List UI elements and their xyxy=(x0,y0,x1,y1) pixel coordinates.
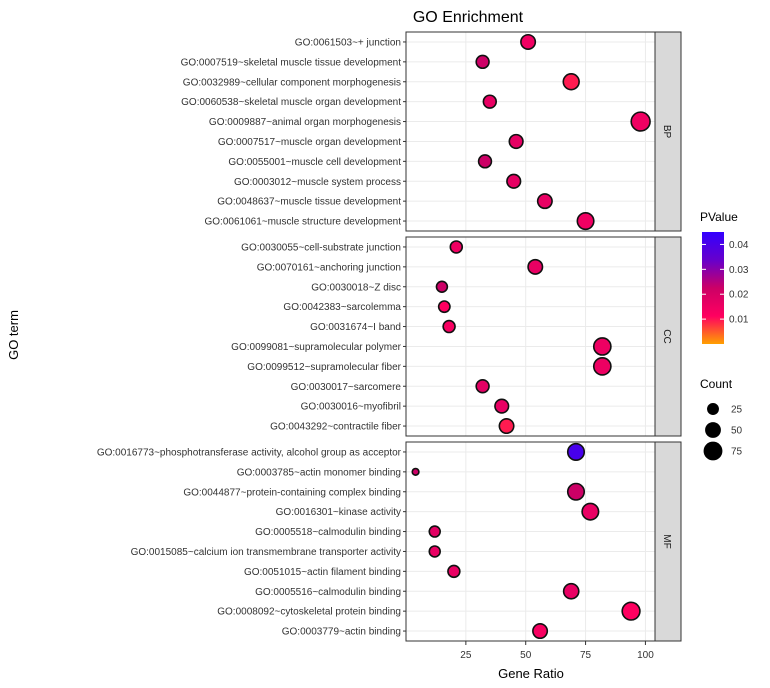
term-label: GO:0030017~sarcomere xyxy=(291,382,402,393)
term-label: GO:0005518~calmodulin binding xyxy=(255,527,401,538)
data-point xyxy=(435,280,449,293)
color-bar-label: 0.03 xyxy=(729,265,749,276)
term-label: GO:0007517~muscle organ development xyxy=(218,137,401,148)
term-label: GO:0016301~kinase activity xyxy=(276,507,401,518)
data-point xyxy=(411,467,420,476)
plot-layer: BP GO:0061061~muscle structure developmen… xyxy=(97,31,682,661)
term-label: GO:0031674~I band xyxy=(310,322,401,333)
term-label: GO:0048637~muscle tissue development xyxy=(217,197,401,208)
data-point xyxy=(532,623,549,640)
term-label: GO:0051015~actin filament binding xyxy=(244,567,401,578)
facet-bp: BP GO:0061061~muscle structure developmen… xyxy=(181,31,682,232)
size-legend-dot xyxy=(705,422,721,438)
size-legend-label: 75 xyxy=(731,447,743,458)
data-point xyxy=(449,240,464,254)
size-legend-label: 25 xyxy=(731,405,743,416)
data-point xyxy=(506,173,522,189)
color-bar-label: 0.02 xyxy=(729,290,749,301)
data-point xyxy=(482,94,498,109)
term-label: GO:0008092~cytoskeletal protein binding xyxy=(217,607,401,618)
data-point xyxy=(592,356,612,376)
term-label: GO:0099512~supramolecular fiber xyxy=(247,362,401,373)
term-label: GO:0003779~actin binding xyxy=(282,627,401,638)
term-label: GO:0042383~sarcolemma xyxy=(283,302,401,313)
term-label: GO:0044877~protein-containing complex bi… xyxy=(183,487,401,498)
data-point xyxy=(527,258,544,275)
data-point xyxy=(562,73,580,91)
data-point xyxy=(581,502,600,521)
term-label: GO:0005516~calmodulin binding xyxy=(255,587,401,598)
color-bar-label: 0.01 xyxy=(729,315,749,326)
facet-strip-label: CC xyxy=(661,329,672,343)
x-axis-title: Gene Ratio xyxy=(498,666,564,681)
data-point xyxy=(592,337,612,356)
term-label: GO:0015085~calcium ion transmembrane tra… xyxy=(131,547,401,558)
data-point xyxy=(576,212,595,231)
term-label: GO:0099081~supramolecular polymer xyxy=(231,342,401,353)
term-label: GO:0043292~contractile fiber xyxy=(270,422,402,433)
data-point xyxy=(442,319,456,334)
data-point xyxy=(562,582,580,600)
data-point xyxy=(494,398,510,414)
term-label: GO:0070161~anchoring junction xyxy=(257,262,401,273)
x-tick-label: 75 xyxy=(580,650,592,661)
data-point xyxy=(520,33,537,50)
panel-frame xyxy=(405,441,656,642)
term-label: GO:0030016~myofibril xyxy=(301,402,401,413)
facet-strip xyxy=(654,236,682,437)
term-label: GO:0030018~Z disc xyxy=(311,282,401,293)
size-legend-title: Count xyxy=(700,377,733,391)
data-point xyxy=(498,418,515,435)
x-tick-label: 50 xyxy=(520,650,532,661)
facet-strip xyxy=(654,441,682,642)
term-label: GO:0055001~muscle cell development xyxy=(228,157,401,168)
data-point xyxy=(508,133,524,150)
term-label: GO:0009887~animal organ morphogenesis xyxy=(209,117,401,128)
data-point xyxy=(566,482,586,501)
x-tick-label: 100 xyxy=(637,650,654,661)
data-point xyxy=(621,601,641,621)
panel-frame xyxy=(405,31,656,232)
y-axis-title: GO term xyxy=(6,310,21,360)
term-label: GO:0003012~muscle system process xyxy=(234,177,401,188)
facet-mf: MF GO:0003779~actin binding GO:0008092~cyt… xyxy=(97,441,682,642)
size-legend-dot xyxy=(703,441,723,461)
data-point xyxy=(428,525,441,538)
term-label: GO:0061061~muscle structure development xyxy=(205,217,402,228)
term-label: GO:0060538~skeletal muscle organ develop… xyxy=(181,97,401,108)
size-legend-label: 50 xyxy=(731,426,743,437)
term-label: GO:0030055~cell-substrate junction xyxy=(241,242,401,253)
term-label: GO:0032989~cellular component morphogene… xyxy=(183,77,401,88)
term-label: GO:0007519~skeletal muscle tissue develo… xyxy=(181,57,402,68)
x-tick-label: 25 xyxy=(460,650,472,661)
term-label: GO:0061503~+ junction xyxy=(295,37,401,48)
legend-layer: PValue 0.04 0.03 0.02 0.01 Count 25 50 75 xyxy=(700,210,749,461)
facet-cc: CC GO:0043292~contractile fiber GO:0030016… xyxy=(231,236,682,437)
facet-strip xyxy=(654,31,682,232)
facet-strip-label: BP xyxy=(661,125,672,139)
data-point xyxy=(630,111,651,132)
data-point xyxy=(475,54,490,70)
size-legend-dot xyxy=(707,403,719,415)
data-point xyxy=(477,154,493,169)
data-point xyxy=(447,564,461,579)
data-point xyxy=(536,193,553,210)
term-label: GO:0003785~actin monomer binding xyxy=(237,467,401,478)
facet-strip-label: MF xyxy=(661,534,672,548)
data-point xyxy=(437,300,451,314)
data-point xyxy=(566,442,586,461)
color-bar xyxy=(702,232,724,344)
color-legend-title: PValue xyxy=(700,210,738,224)
data-point xyxy=(475,379,490,394)
term-label: GO:0016773~phosphotransferase activity, … xyxy=(97,447,402,458)
color-bar-label: 0.04 xyxy=(729,240,749,251)
chart-title: GO Enrichment xyxy=(413,9,524,26)
data-point xyxy=(428,545,441,558)
